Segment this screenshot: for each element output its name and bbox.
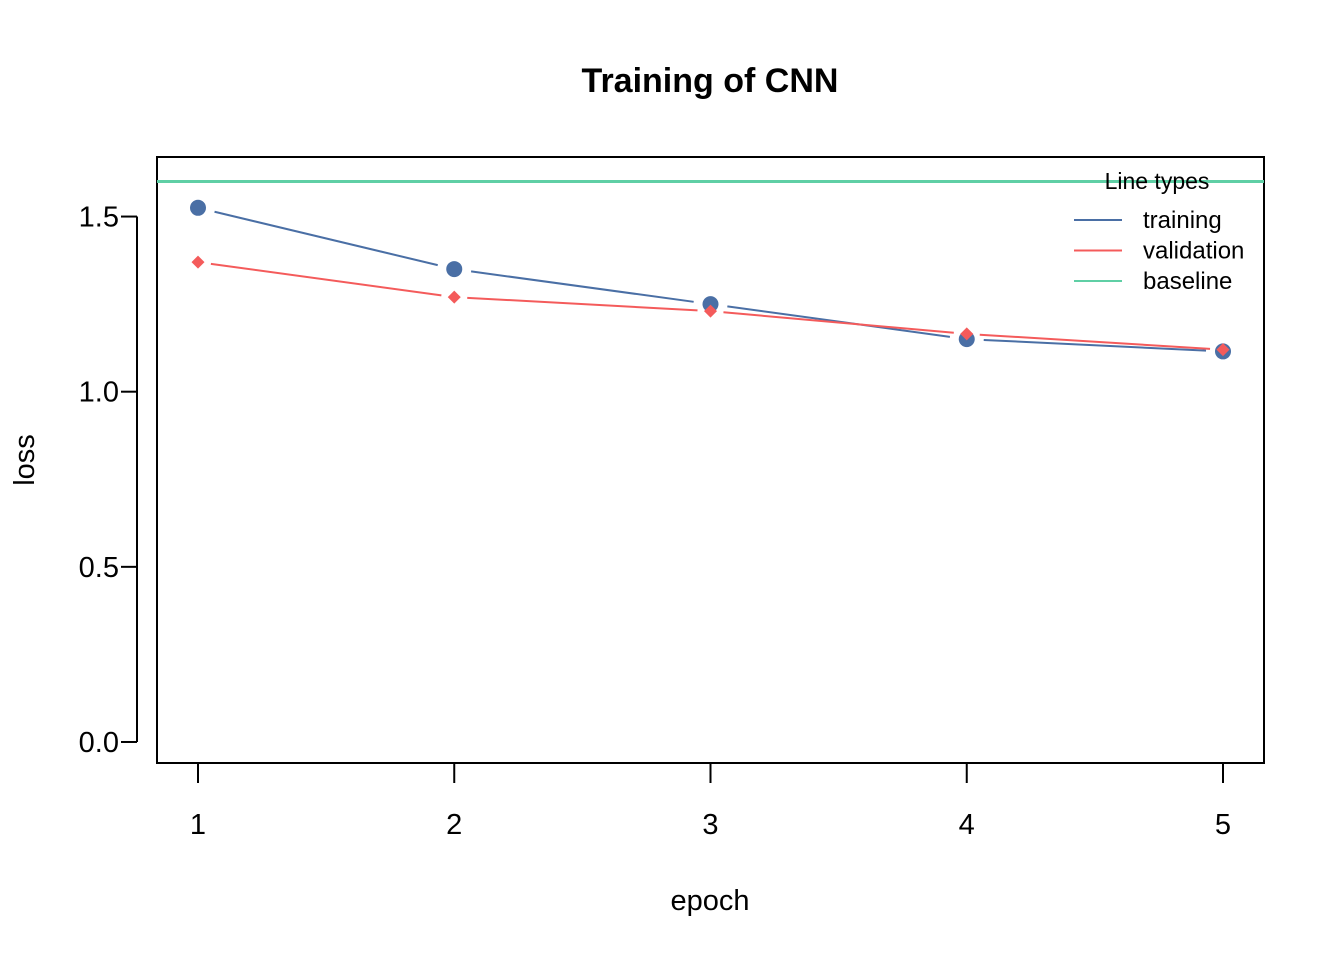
validation-point (1216, 343, 1230, 357)
training-line-segment (470, 270, 694, 303)
y-axis: 0.0 0.5 1.0 1.5 (79, 202, 138, 759)
training-line-segment (214, 210, 438, 267)
y-tick-label: 0.5 (79, 552, 119, 584)
validation-line-segment (467, 296, 698, 312)
chart-title: Training of CNN (582, 62, 839, 100)
validation-point (704, 304, 717, 318)
y-tick-label: 1.5 (79, 202, 119, 234)
legend-entries: training validation baseline (1074, 207, 1244, 295)
training-point (446, 261, 463, 278)
legend-label-training: training (1143, 207, 1222, 234)
legend-label-baseline: baseline (1143, 268, 1232, 295)
validation-line-segment (979, 333, 1211, 350)
x-tick-label: 2 (446, 809, 462, 841)
training-line-segment (983, 338, 1207, 352)
x-tick-label: 1 (190, 809, 206, 841)
x-tick-label: 4 (959, 809, 975, 841)
validation-line-segment (723, 311, 954, 334)
legend-title: Line types (1105, 168, 1210, 194)
validation-line-segment (210, 262, 442, 297)
series-layer (157, 180, 1264, 360)
validation-point (960, 327, 974, 341)
legend-label-validation: validation (1143, 238, 1244, 265)
y-axis-label: loss (9, 434, 41, 486)
x-tick-label: 3 (702, 809, 718, 841)
series-validation (191, 255, 1230, 357)
validation-point (191, 255, 205, 269)
x-tick-label: 5 (1215, 809, 1231, 841)
plot-frame (156, 156, 1265, 764)
x-axis: 1 2 3 4 5 (190, 762, 1231, 841)
y-tick-label: 0.0 (79, 727, 119, 759)
validation-point (447, 290, 461, 304)
x-axis-label: epoch (670, 885, 749, 917)
training-point (190, 199, 206, 216)
training-point (702, 296, 719, 313)
y-tick-label: 1.0 (79, 377, 119, 409)
series-training (190, 199, 1231, 360)
legend: Line types training validation baseline (1074, 168, 1244, 295)
